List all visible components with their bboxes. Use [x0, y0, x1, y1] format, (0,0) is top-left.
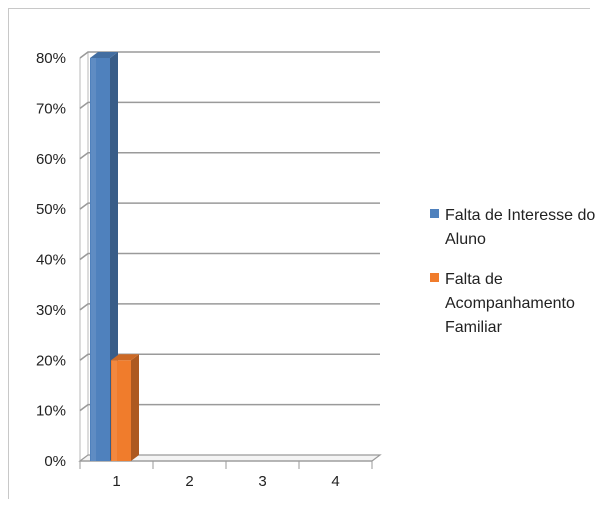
y-tick-label: 60% — [36, 151, 66, 168]
gridline — [79, 101, 380, 110]
y-tick-label: 0% — [44, 453, 66, 470]
gridline — [79, 303, 380, 311]
legend-label: Familiar — [445, 319, 503, 336]
x-tick-labels: 1 2 3 4 — [112, 473, 339, 490]
y-tick-label: 70% — [36, 100, 66, 117]
legend-swatch — [430, 273, 439, 282]
legend-label: Aluno — [445, 231, 486, 248]
legend: Falta de Interesse do Aluno Falta de Acompa… — [430, 207, 595, 336]
gridline — [79, 252, 380, 261]
y-tick-label: 30% — [36, 302, 66, 319]
legend-swatch — [430, 209, 439, 218]
y-tick-label: 40% — [36, 252, 66, 269]
bar-side — [131, 354, 139, 461]
y-tick-label: 50% — [36, 201, 66, 218]
gridline — [79, 403, 380, 412]
y-tick-labels: 0% 10% 20% 30% 40% 50% 60% 70% 80% — [36, 50, 66, 470]
legend-label: Falta de — [445, 271, 503, 288]
y-tick-label: 80% — [36, 50, 66, 67]
y-tick-label: 20% — [36, 352, 66, 369]
bar-highlight — [112, 360, 117, 461]
x-tick-label: 3 — [258, 473, 266, 490]
bars — [90, 52, 139, 461]
bar-top — [111, 354, 139, 361]
x-tick-label: 4 — [331, 473, 339, 490]
x-tick-label: 1 — [112, 473, 120, 490]
gridlines — [79, 51, 380, 461]
gridline — [79, 353, 380, 361]
chart-frame — [8, 8, 590, 499]
bar-top — [90, 52, 118, 58]
bar-highlight — [91, 58, 96, 461]
x-tick-label: 2 — [185, 473, 193, 490]
legend-label: Falta de Interesse do — [445, 207, 595, 224]
y-tick-label: 10% — [36, 403, 66, 420]
legend-label: Acompanhamento — [445, 295, 575, 312]
gridline — [79, 151, 380, 160]
gridline — [79, 202, 380, 210]
gridline — [79, 51, 380, 59]
